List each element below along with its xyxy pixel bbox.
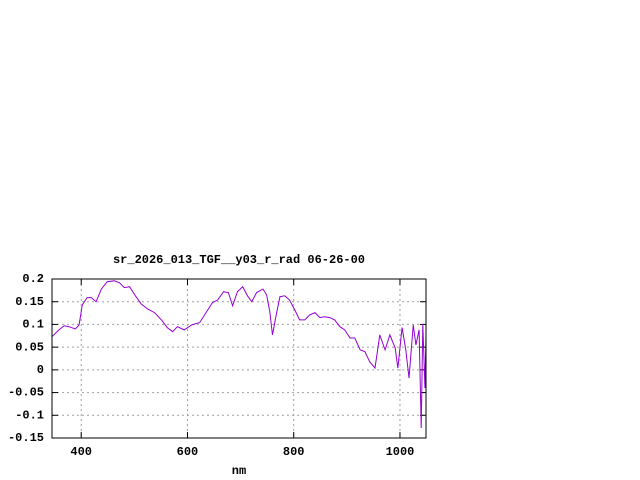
y-tick-label: -0.15: [8, 431, 44, 445]
data-line: [51, 280, 427, 429]
y-tick-label: 0: [37, 363, 44, 377]
x-tick-label: 400: [70, 445, 92, 459]
y-tick-label: 0.2: [22, 272, 44, 286]
y-tick-label: 0.15: [15, 295, 44, 309]
x-tick-label: 1000: [386, 445, 415, 459]
y-tick-label: 0.05: [15, 340, 44, 354]
y-tick-label: -0.1: [15, 408, 44, 422]
x-tick-label: 600: [177, 445, 199, 459]
x-tick-label: 800: [283, 445, 305, 459]
y-tick-label: -0.05: [8, 386, 44, 400]
x-axis-label: nm: [232, 464, 246, 478]
y-tick-label: 0.1: [22, 318, 44, 332]
chart-title: sr_2026_013_TGF__y03_r_rad 06-26-00: [113, 253, 365, 267]
plot-border: [51, 278, 427, 439]
